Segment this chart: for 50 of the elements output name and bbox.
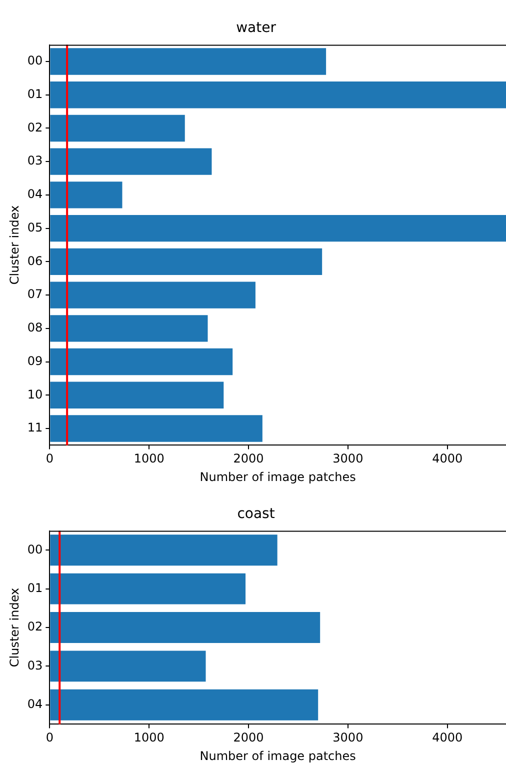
bar (50, 689, 318, 720)
bar (50, 182, 122, 208)
x-axis-title: Number of image patches (200, 748, 356, 763)
chart-title: water (236, 20, 276, 36)
bar (50, 214, 506, 242)
y-tick-label: 02 (27, 620, 43, 634)
bar (50, 348, 233, 376)
bar (50, 315, 208, 342)
x-tick-label: 3000 (332, 452, 364, 466)
y-tick-label: 01 (27, 580, 43, 595)
bar (50, 573, 246, 604)
y-tick-label: 03 (27, 658, 43, 672)
y-tick-label: 11 (27, 420, 43, 435)
y-tick-label: 09 (27, 354, 43, 368)
bar (50, 534, 278, 566)
y-axis-title: Cluster index (7, 588, 22, 668)
x-tick-label: 2000 (233, 730, 264, 745)
y-tick-label: 05 (27, 220, 43, 234)
bar (50, 415, 262, 442)
y-tick-label: 06 (27, 254, 43, 268)
y-tick-label: 03 (27, 154, 43, 168)
bar (50, 248, 322, 276)
bar (50, 282, 256, 308)
y-tick-label: 02 (27, 120, 43, 134)
y-tick-label: 10 (27, 387, 43, 402)
y-tick-label: 01 (27, 86, 43, 101)
x-tick-label: 4000 (432, 452, 463, 466)
y-tick-label: 08 (27, 320, 43, 335)
y-tick-label: 00 (27, 54, 43, 68)
y-tick-label: 00 (27, 542, 43, 556)
chart-title: coast (237, 506, 276, 522)
x-tick-label: 1000 (134, 730, 164, 745)
bar (50, 612, 320, 643)
y-tick-label: 07 (27, 287, 43, 302)
bar (50, 114, 185, 142)
bar (50, 650, 206, 682)
y-tick-label: 04 (27, 187, 43, 202)
bar (50, 148, 212, 175)
x-tick-label: 2000 (233, 452, 264, 466)
bar (50, 382, 224, 408)
x-tick-label: 3000 (332, 730, 364, 745)
x-tick-label: 4000 (432, 730, 463, 745)
x-tick-label: 0 (46, 452, 54, 466)
y-tick-label: 04 (27, 696, 43, 711)
bar (50, 82, 506, 108)
x-tick-label: 1000 (134, 452, 164, 466)
bar (50, 48, 326, 75)
x-tick-label: 0 (46, 730, 54, 745)
y-axis-title: Cluster index (7, 205, 22, 285)
x-axis-title: Number of image patches (200, 470, 356, 484)
